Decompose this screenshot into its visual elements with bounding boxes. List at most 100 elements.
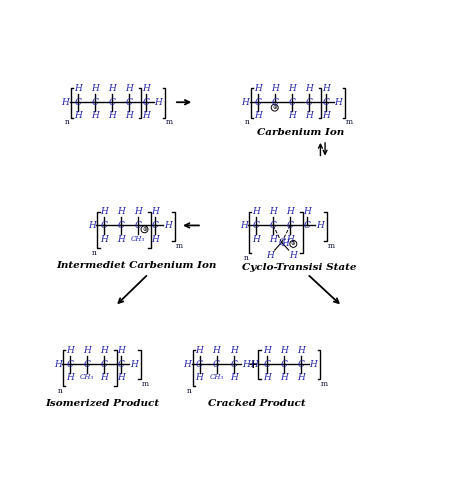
Text: H: H xyxy=(269,235,277,244)
Text: m: m xyxy=(166,118,173,126)
Text: H: H xyxy=(117,207,125,216)
Text: H: H xyxy=(155,98,163,107)
Text: H: H xyxy=(142,111,150,120)
Text: H: H xyxy=(183,360,191,369)
Text: H: H xyxy=(252,207,260,216)
Text: H: H xyxy=(254,111,262,120)
Text: H: H xyxy=(130,360,137,369)
Text: H: H xyxy=(100,207,108,216)
Text: H: H xyxy=(196,373,203,382)
Text: n: n xyxy=(65,118,70,126)
Text: H: H xyxy=(117,346,125,355)
Text: C: C xyxy=(322,98,329,107)
Text: H: H xyxy=(151,235,159,244)
Text: H: H xyxy=(196,346,203,355)
Text: C: C xyxy=(152,221,159,230)
Text: H: H xyxy=(286,207,294,216)
Text: H: H xyxy=(286,235,294,244)
Text: H: H xyxy=(334,98,342,107)
Text: n: n xyxy=(187,387,192,395)
Text: C: C xyxy=(135,221,142,230)
Text: C: C xyxy=(253,221,260,230)
Text: H: H xyxy=(117,373,125,382)
Text: H: H xyxy=(305,111,313,120)
Text: C: C xyxy=(91,98,98,107)
Text: C: C xyxy=(84,360,91,369)
Text: m: m xyxy=(321,380,328,388)
Text: H: H xyxy=(83,346,91,355)
Text: H: H xyxy=(108,84,116,93)
Text: C: C xyxy=(118,360,125,369)
Text: H: H xyxy=(100,373,108,382)
Text: m: m xyxy=(141,380,148,388)
Text: H: H xyxy=(254,84,262,93)
Text: H: H xyxy=(263,373,271,382)
Text: H: H xyxy=(66,373,74,382)
Text: H: H xyxy=(230,346,237,355)
Text: H: H xyxy=(297,346,305,355)
Text: C: C xyxy=(304,221,310,230)
Text: Cracked Product: Cracked Product xyxy=(208,400,305,409)
Text: H: H xyxy=(280,373,288,382)
Text: H: H xyxy=(280,346,288,355)
Text: H: H xyxy=(91,84,99,93)
Text: H: H xyxy=(288,111,296,120)
Text: Cyclo-Transisi State: Cyclo-Transisi State xyxy=(242,263,357,272)
Text: H: H xyxy=(213,346,220,355)
Text: H: H xyxy=(142,84,150,93)
Text: H: H xyxy=(151,207,159,216)
Text: C: C xyxy=(196,360,203,369)
Text: H: H xyxy=(316,221,324,230)
Text: C: C xyxy=(287,221,293,230)
Text: H: H xyxy=(230,373,237,382)
Text: Carbenium Ion: Carbenium Ion xyxy=(257,128,345,137)
Text: H: H xyxy=(310,360,318,369)
Text: C: C xyxy=(271,98,278,107)
Text: H: H xyxy=(263,346,271,355)
Text: n: n xyxy=(57,387,63,395)
Text: +: + xyxy=(248,357,258,371)
Text: H: H xyxy=(290,251,297,260)
Text: H: H xyxy=(241,98,249,107)
Text: C: C xyxy=(281,360,287,369)
Text: C: C xyxy=(278,238,285,247)
Text: H: H xyxy=(88,221,96,230)
Text: n: n xyxy=(245,118,250,126)
Text: H: H xyxy=(322,111,330,120)
Text: C: C xyxy=(298,360,304,369)
Text: H: H xyxy=(282,240,290,249)
Text: C: C xyxy=(230,360,237,369)
Text: m: m xyxy=(328,242,335,250)
Text: C: C xyxy=(101,221,108,230)
Text: H: H xyxy=(303,207,311,216)
Text: H: H xyxy=(266,251,274,260)
Text: C: C xyxy=(264,360,270,369)
Text: H: H xyxy=(66,346,74,355)
Text: C: C xyxy=(270,221,277,230)
Text: H: H xyxy=(269,207,277,216)
Text: H: H xyxy=(108,111,116,120)
Text: m: m xyxy=(346,118,353,126)
Text: CH₃: CH₃ xyxy=(131,235,146,243)
Text: n: n xyxy=(91,249,96,256)
Text: C: C xyxy=(305,98,312,107)
Text: C: C xyxy=(126,98,132,107)
Text: H: H xyxy=(100,235,108,244)
Text: C: C xyxy=(101,360,108,369)
Text: H: H xyxy=(252,235,260,244)
Text: ⊕: ⊕ xyxy=(142,227,147,232)
Text: Isomerized Product: Isomerized Product xyxy=(45,400,159,409)
Text: C: C xyxy=(109,98,115,107)
Text: H: H xyxy=(54,360,62,369)
Text: H: H xyxy=(251,360,258,369)
Text: n: n xyxy=(244,254,248,262)
Text: H: H xyxy=(242,360,250,369)
Text: H: H xyxy=(100,346,108,355)
Text: C: C xyxy=(288,98,295,107)
Text: H: H xyxy=(240,221,247,230)
Text: H: H xyxy=(288,84,296,93)
Text: C: C xyxy=(67,360,73,369)
Text: H: H xyxy=(305,84,313,93)
Text: C: C xyxy=(143,98,149,107)
Text: H: H xyxy=(74,111,82,120)
